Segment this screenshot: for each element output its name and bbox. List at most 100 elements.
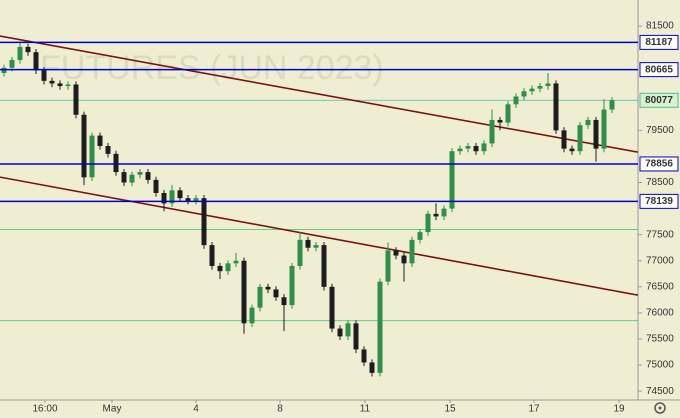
candle-body xyxy=(17,46,23,60)
level-label-box xyxy=(639,193,679,209)
candle-body xyxy=(577,125,583,152)
y-tick-label: 75000 xyxy=(646,360,674,371)
candle-body xyxy=(401,255,407,264)
x-tick-label: 19 xyxy=(613,404,625,415)
candle-body xyxy=(225,263,231,272)
y-tick-label: 75500 xyxy=(646,334,674,345)
candle-body xyxy=(273,289,279,298)
candle-body xyxy=(521,91,527,97)
y-tick-label: 77000 xyxy=(646,255,674,266)
candle-body xyxy=(233,260,239,264)
candle-body xyxy=(49,80,55,84)
candle-body xyxy=(537,86,543,89)
candle-body xyxy=(161,192,167,204)
candle-body xyxy=(409,239,415,264)
candle-body xyxy=(105,146,111,154)
current-price-box xyxy=(639,92,679,108)
candle-body xyxy=(201,198,207,246)
candle-body xyxy=(561,130,567,149)
candle-body xyxy=(449,151,455,209)
x-tick-label: 8 xyxy=(277,404,283,415)
candle-body xyxy=(441,208,447,217)
x-tick-label: 15 xyxy=(444,404,456,415)
candle-body xyxy=(529,88,535,92)
y-tick-label: 79500 xyxy=(646,125,674,136)
candle-body xyxy=(129,174,135,183)
candle-body xyxy=(505,104,511,123)
candle-body xyxy=(457,148,463,152)
y-tick-label: 76500 xyxy=(646,281,674,292)
level-label-box xyxy=(639,34,679,50)
candle-body xyxy=(89,135,95,178)
x-tick-label: 17 xyxy=(528,404,540,415)
candle-body xyxy=(433,213,439,217)
candle-body xyxy=(353,323,359,350)
level-label-box xyxy=(639,156,679,172)
level-label: 80665 xyxy=(645,64,673,75)
candle-body xyxy=(137,172,143,175)
candle-body xyxy=(593,119,599,149)
candle-body xyxy=(361,349,367,363)
candle-body xyxy=(25,46,31,53)
candle-body xyxy=(113,153,119,173)
candle-body xyxy=(481,143,487,152)
watermark: FUTURES (JUN 2023) xyxy=(40,49,384,87)
candle-body xyxy=(65,84,71,87)
candle-body xyxy=(177,190,183,199)
x-tick-label: 16:00 xyxy=(32,404,57,415)
candle-body xyxy=(385,250,391,282)
level-label: 81187 xyxy=(645,37,673,48)
y-tick-label: 81500 xyxy=(646,21,674,32)
candle-body xyxy=(185,198,191,201)
candle-body xyxy=(241,260,247,324)
level-label: 78856 xyxy=(645,159,673,170)
candle-body xyxy=(217,265,223,272)
candle-body xyxy=(257,286,263,308)
candle-body xyxy=(209,245,215,266)
candle-body xyxy=(297,239,303,266)
candle-body xyxy=(473,146,479,152)
candle-body xyxy=(249,307,255,324)
candle-body xyxy=(81,114,87,178)
level-label-box xyxy=(639,62,679,78)
candle-body xyxy=(345,323,351,337)
candle-body xyxy=(265,286,271,290)
settings-icon[interactable] xyxy=(654,402,666,414)
trend-line xyxy=(0,35,639,153)
candle-body xyxy=(289,265,295,306)
candle-body xyxy=(73,84,79,115)
current-price-label: 80077 xyxy=(645,95,673,106)
candle-body xyxy=(513,96,519,105)
y-tick-label: 74500 xyxy=(646,386,674,397)
candle-body xyxy=(41,70,47,81)
candle-body xyxy=(1,67,7,74)
candle-body xyxy=(145,172,151,180)
candle-body xyxy=(97,135,103,147)
candle-body xyxy=(121,172,127,183)
candle-body xyxy=(337,328,343,337)
candle-body xyxy=(609,100,615,110)
candle-body xyxy=(313,245,319,248)
candle-body xyxy=(553,83,559,131)
candle-body xyxy=(33,52,39,71)
candle-body xyxy=(377,281,383,373)
candle-body xyxy=(569,148,575,152)
x-tick-label: 4 xyxy=(193,404,199,415)
candle-body xyxy=(393,250,399,256)
candle-body xyxy=(9,59,15,68)
candle-body xyxy=(369,362,375,373)
candle-body xyxy=(329,286,335,329)
candle-body xyxy=(321,245,327,287)
candle-body xyxy=(465,146,471,149)
trend-line xyxy=(0,176,639,296)
candle-body xyxy=(417,232,423,240)
y-tick-label: 77500 xyxy=(646,229,674,240)
candle-body xyxy=(545,83,551,87)
candle-body xyxy=(497,119,503,123)
y-tick-label: 76000 xyxy=(646,308,674,319)
candle-body xyxy=(153,179,159,193)
candle-body xyxy=(169,190,175,204)
candle-body xyxy=(601,109,607,149)
candle-body xyxy=(585,119,591,126)
